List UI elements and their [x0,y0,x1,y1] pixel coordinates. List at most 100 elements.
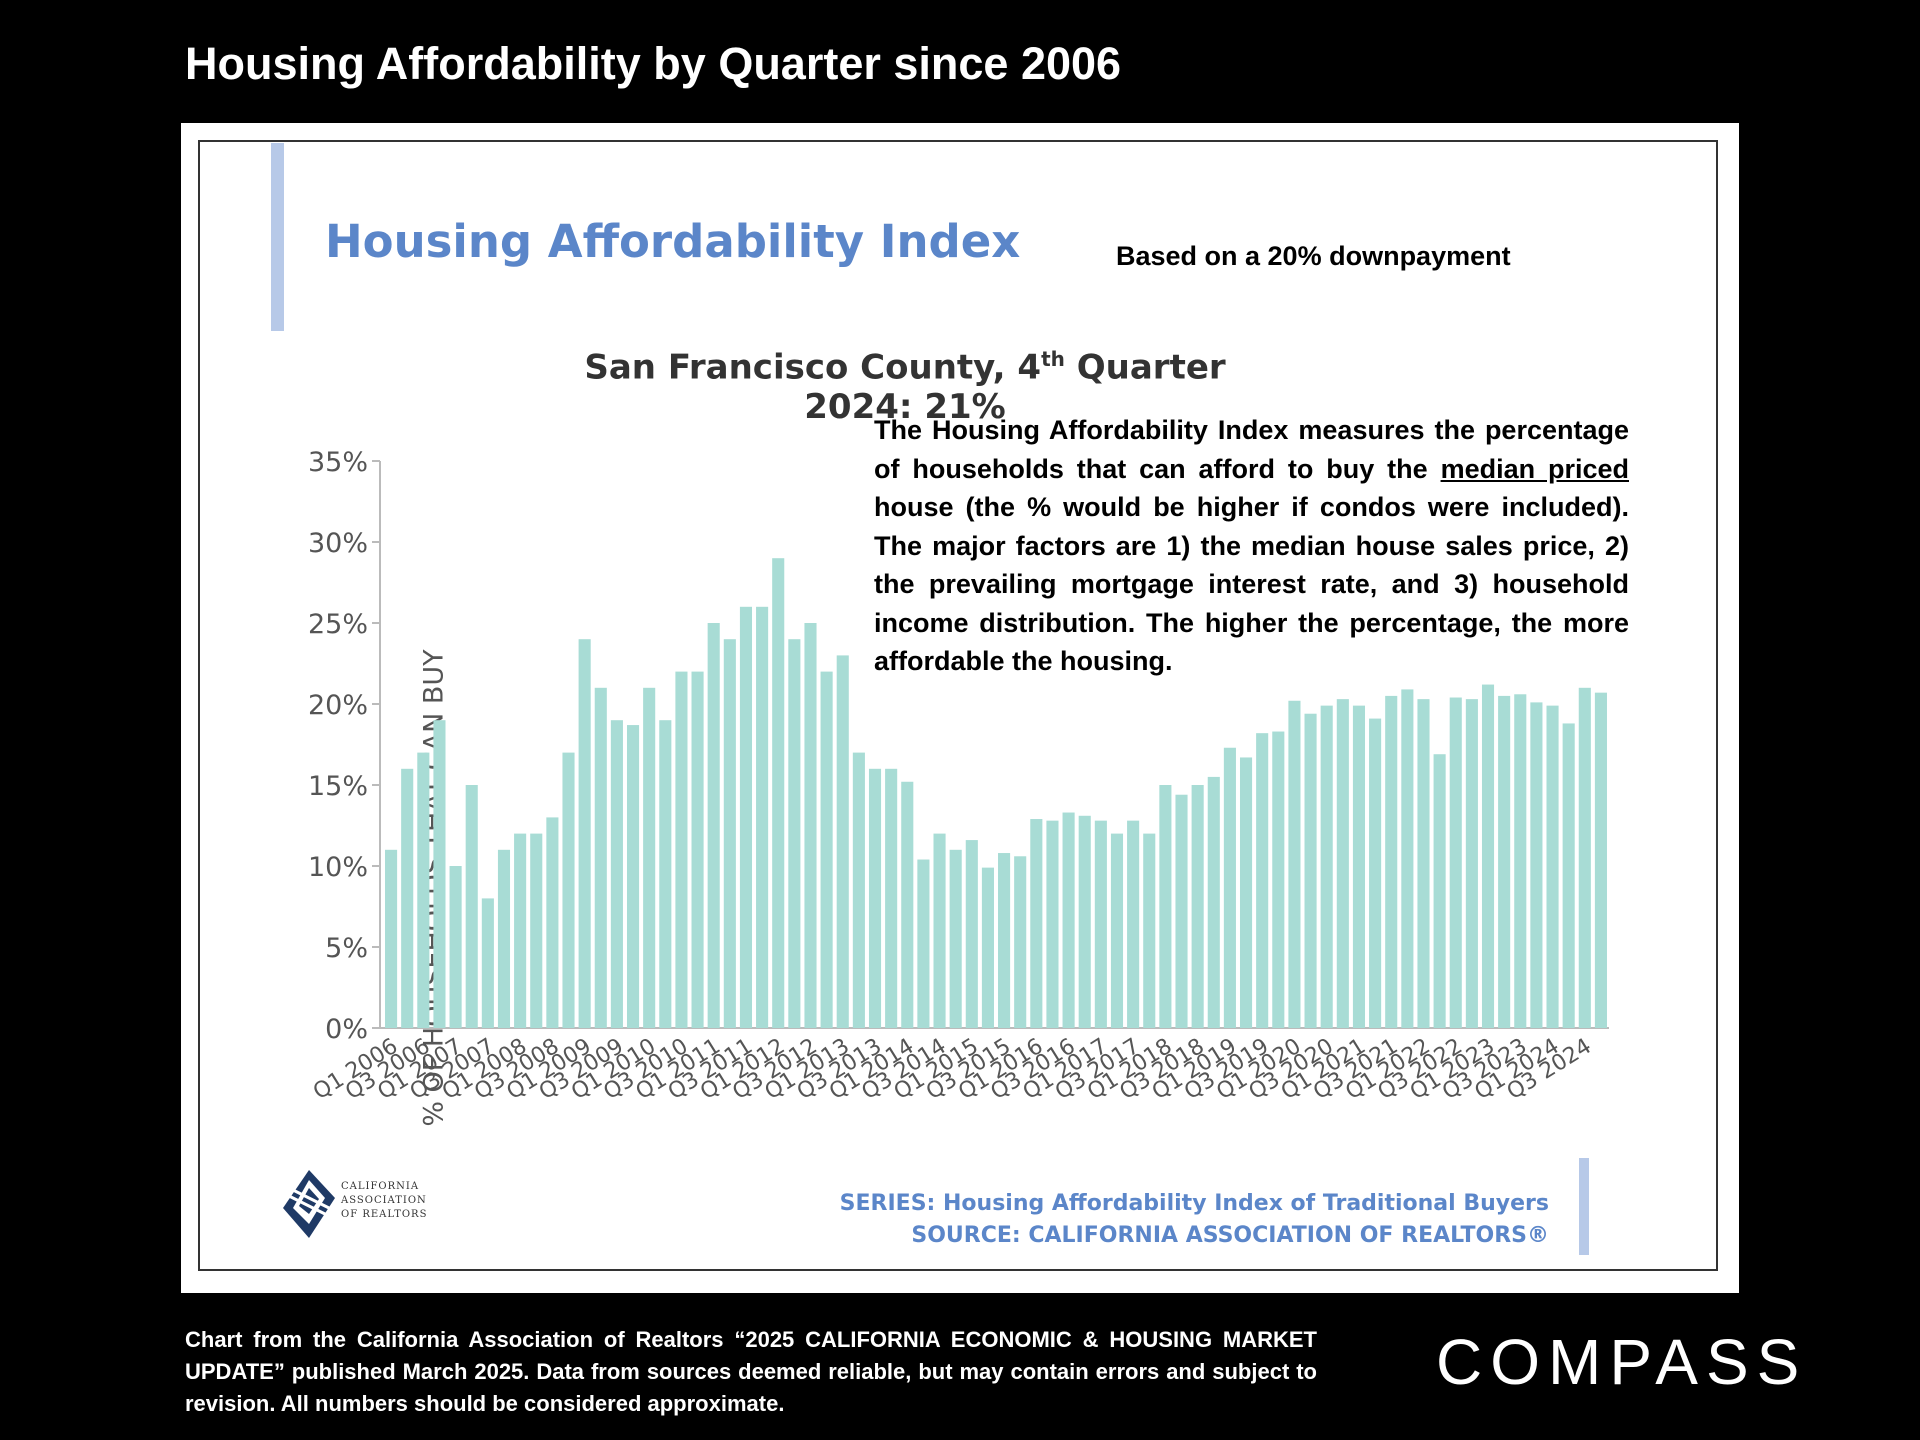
bar [1433,754,1446,1028]
bar [514,833,527,1028]
hai-title: Housing Affordability Index [325,215,1021,268]
bar [1465,699,1478,1028]
bar [739,606,753,1028]
source-line: SOURCE: CALIFORNIA ASSOCIATION OF REALTO… [911,1223,1549,1248]
bar [626,725,640,1028]
bar [578,639,591,1028]
bar [836,655,849,1028]
bar [1239,757,1253,1028]
description-part-1: The Housing Affordability Index measures… [874,415,1629,484]
bar [1401,689,1414,1028]
bar [965,840,978,1028]
bar [594,687,607,1028]
accent-bar-top [271,143,284,331]
bar [1256,733,1269,1028]
bar [1175,794,1188,1028]
bar [723,639,736,1028]
bar [1223,747,1236,1028]
bar [675,671,688,1028]
bar [481,898,494,1028]
accent-bar-bottom [1579,1158,1589,1255]
bar [981,867,994,1028]
bar [610,720,623,1028]
bar [707,623,720,1028]
bar [1304,713,1317,1028]
bar [772,558,785,1028]
y-tick-label: 30% [308,528,368,559]
bar [385,849,398,1028]
bar [1498,695,1511,1028]
bar [852,752,865,1028]
chart-frame [198,140,1718,1271]
bar [820,671,833,1028]
bar [1078,815,1091,1028]
index-description: The Housing Affordability Index measures… [874,411,1629,681]
bar [1159,785,1172,1028]
bar [643,687,656,1028]
bar [917,859,930,1028]
chart-panel: Housing Affordability Index Based on a 2… [181,123,1739,1293]
bar [1369,718,1382,1028]
y-tick-label: 35% [308,447,368,478]
bar [901,781,914,1028]
bar [1417,699,1430,1028]
bar [1191,785,1204,1028]
bar [1030,819,1043,1028]
bar [1514,694,1527,1028]
county-title-post: Quarter 2024: 21% [804,347,1226,428]
car-logo: CALIFORNIA ASSOCIATION OF REALTORS [281,1168,461,1248]
bar [1562,723,1575,1028]
bar [1062,812,1075,1028]
bar [530,833,543,1028]
bar [465,785,478,1028]
bar [1046,820,1059,1028]
bar [433,720,446,1028]
bar [1481,684,1495,1028]
bar [885,768,898,1028]
y-tick-label: 20% [308,690,368,721]
bar [1578,687,1591,1028]
bar [497,849,511,1028]
bar [1530,702,1543,1028]
y-tick-label: 10% [308,852,368,883]
bar [756,606,769,1028]
bar [868,768,882,1028]
county-title: San Francisco County, 4th Quarter 2024: … [555,347,1255,427]
footnote: Chart from the California Association of… [185,1327,1317,1416]
bar [1110,833,1124,1028]
bar [1336,699,1349,1028]
bar [1207,776,1220,1028]
y-tick-label: 0% [325,1014,368,1045]
bar [1272,731,1285,1028]
bar [788,639,801,1028]
bar [401,768,414,1028]
bar [1385,695,1398,1028]
bar [691,671,704,1028]
bar [449,866,462,1028]
bar [1014,856,1027,1028]
y-tick-label: 15% [308,771,368,802]
bar [998,853,1011,1028]
bar [1546,705,1559,1028]
description-underlined: median priced [1440,453,1629,484]
bar [659,720,672,1028]
y-tick-label: 25% [308,609,368,640]
bar [1449,697,1462,1028]
bar [546,817,559,1028]
county-title-sup: th [1041,347,1065,371]
car-logo-icon [283,1170,335,1238]
y-tick-label: 5% [325,933,368,964]
bar [1594,692,1607,1028]
bar [1094,820,1107,1028]
county-title-pre: San Francisco County, 4 [584,347,1042,388]
bar [949,849,962,1028]
bar [1127,820,1140,1028]
bar [417,752,430,1028]
bar [562,752,575,1028]
series-line: SERIES: Housing Affordability Index of T… [839,1191,1549,1216]
bar [804,623,817,1028]
compass-logo: COMPASS [1436,1326,1808,1398]
page-title: Housing Affordability by Quarter since 2… [185,38,1122,89]
car-logo-text: CALIFORNIA ASSOCIATION OF REALTORS [341,1181,428,1220]
bar [933,833,946,1028]
